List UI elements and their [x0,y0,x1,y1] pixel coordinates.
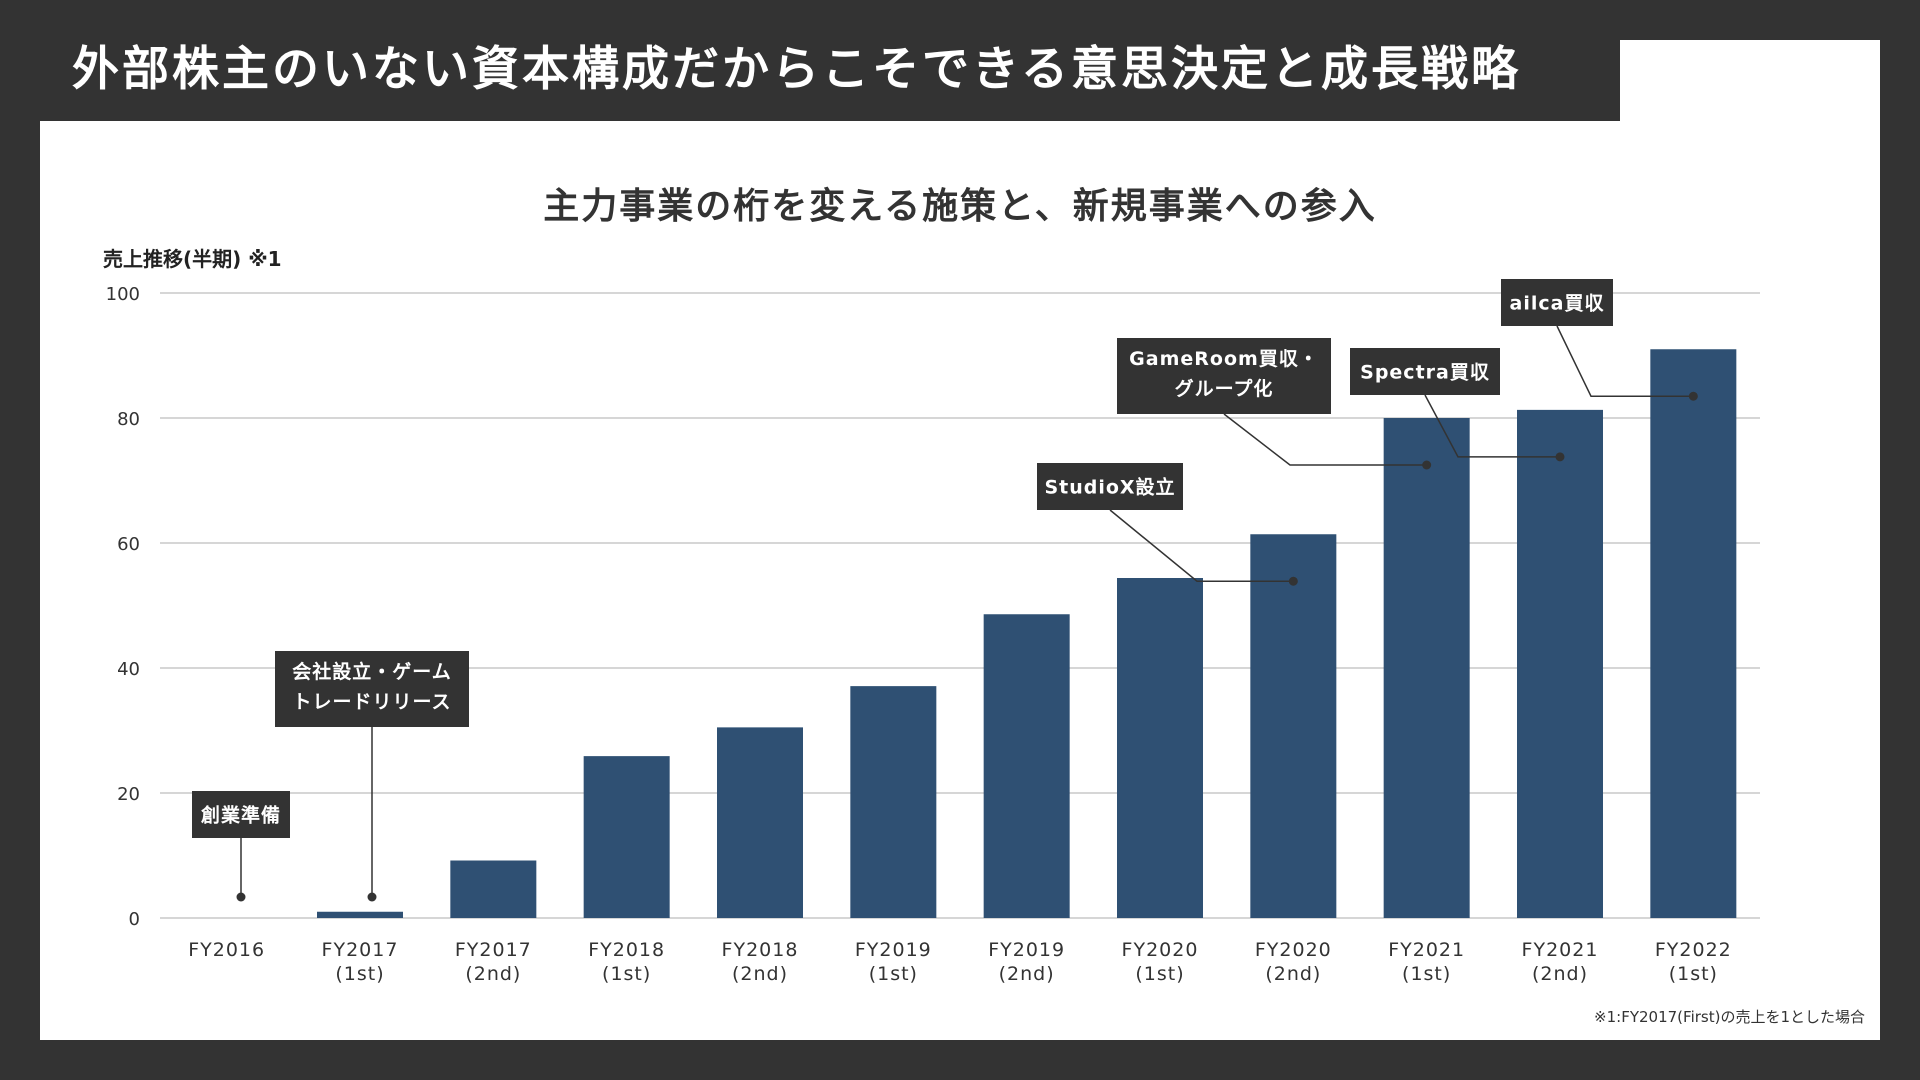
bar [1650,349,1737,918]
y-tick-label: 80 [117,409,140,430]
y-tick-label: 0 [129,909,140,930]
annotation-label: ailca買収 [1510,293,1605,315]
annotation-leader [1109,509,1294,582]
bar [1250,534,1337,918]
y-tick-label: 20 [117,784,140,805]
annotation-label: 会社設立・ゲーム [292,660,451,683]
y-tick-label: 40 [117,659,140,680]
annotation-leader [1424,394,1560,458]
bar [583,756,670,918]
annotation-leader [1223,413,1427,466]
x-tick-label: FY2019 [988,939,1065,961]
title-bar: 外部株主のいない資本構成だからこそできる意思決定と成長戦略 [0,0,1620,121]
x-tick-label: FY2021 [1388,939,1465,961]
bar [1117,578,1203,918]
y-tick-label: 100 [106,284,140,305]
x-tick-label: FY2019 [855,939,932,961]
y-axis-label: 売上推移(半期) ※1 [103,247,282,271]
x-tick-label-sub: (1st) [869,963,918,985]
x-tick-label-sub: (2nd) [999,963,1055,985]
annotation-dot [236,892,246,902]
chart-title: 主力事業の桁を変える施策と、新規事業への参入 [543,185,1376,227]
x-tick-label: FY2022 [1655,939,1732,961]
footnote: ※1:FY2017(First)の売上を1とした場合 [1594,1008,1865,1026]
annotation-box [1501,279,1613,326]
annotation-leader [1556,325,1694,397]
annotation-box [192,791,290,838]
x-tick-label: FY2020 [1255,939,1332,961]
annotation-label: トレードリリース [292,691,451,713]
annotation-dot [1555,452,1565,462]
x-tick-label-sub: (1st) [1669,963,1718,985]
annotation-label: 創業準備 [201,804,281,827]
y-tick-label: 60 [117,534,140,555]
annotation-dot [1422,460,1432,470]
bar [717,727,803,918]
annotation-dot [1688,391,1698,401]
annotation-label: グループ化 [1175,377,1274,400]
x-tick-label: FY2020 [1122,939,1199,961]
annotation-dot [367,892,377,902]
x-tick-label: FY2017 [322,939,399,961]
x-tick-label: FY2018 [588,939,665,961]
bar [450,860,537,918]
x-tick-label-sub: (1st) [1402,963,1451,985]
annotation-box [1350,348,1500,395]
x-tick-label: FY2018 [722,939,799,961]
x-tick-label: FY2017 [455,939,532,961]
x-tick-label-sub: (2nd) [465,963,521,985]
x-tick-label-sub: (1st) [602,963,651,985]
annotation-box [275,651,469,727]
annotation-box [1117,338,1331,414]
x-tick-label-sub: (1st) [1135,963,1184,985]
bar [1517,409,1603,918]
annotation-label: GameRoom買収・ [1129,348,1319,370]
x-tick-label-sub: (2nd) [1532,963,1588,985]
annotation-box [1037,463,1183,510]
bar [983,614,1070,918]
page-title: 外部株主のいない資本構成だからこそできる意思決定と成長戦略 [72,42,1522,97]
x-tick-label: FY2016 [188,939,265,961]
bar [850,686,937,918]
bar [1383,418,1470,918]
annotation-dot [1288,576,1298,586]
annotation-label: StudioX設立 [1044,476,1175,499]
bar [317,911,403,918]
x-tick-label-sub: (2nd) [1265,963,1321,985]
x-tick-label-sub: (1st) [335,963,384,985]
annotation-label: Spectra買収 [1360,362,1490,384]
x-tick-label: FY2021 [1522,939,1599,961]
x-tick-label-sub: (2nd) [732,963,788,985]
